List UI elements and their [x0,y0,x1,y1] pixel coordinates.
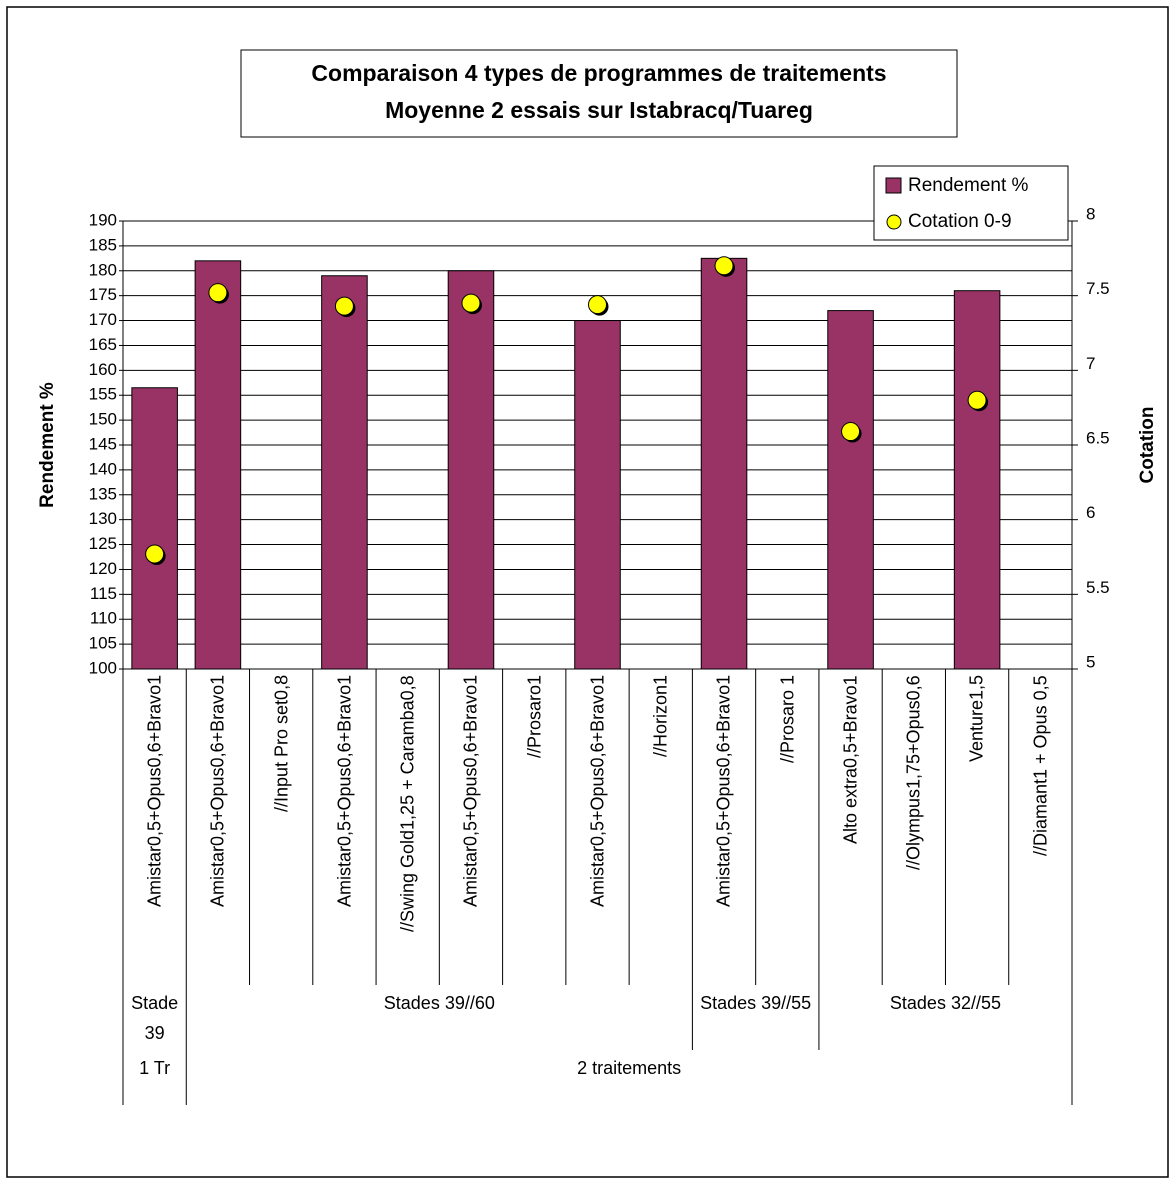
bar [574,320,621,670]
point [714,256,734,276]
y-tick-label: 130 [89,509,117,528]
bar [447,270,495,670]
y-tick-label: 180 [89,260,117,279]
x-tick-label: //Input Pro set0,8 [271,675,292,813]
point [461,293,481,313]
x-tick-label: //Prosaro 1 [777,675,798,764]
y-tick-label: 175 [89,285,117,304]
point [841,422,861,442]
legend-marker [885,177,902,194]
y-tick-label: 150 [89,410,117,429]
x-tick-label: //Olympus1,75+Opus0,6 [903,675,924,870]
point [145,544,165,564]
x-tick-label: //Horizon1 [650,675,671,758]
y2-tick-label: 6.5 [1086,428,1110,447]
x-tick-label: //Prosaro1 [524,675,545,759]
bar [827,310,874,670]
y-tick-label: 120 [89,559,117,578]
bar [953,290,1001,670]
chart-title: Comparaison 4 types de programmes de tra… [311,60,886,86]
x-tick-label: Amistar0,5+Opus0,6+Bravo1 [714,675,735,908]
group-label: Stades 39//55 [700,993,812,1013]
legend-box [873,165,1069,241]
legend-label: Rendement % [908,175,1029,196]
x-tick-label: Amistar0,5+Opus0,6+Bravo1 [460,675,481,908]
y2-tick-label: 7.5 [1086,279,1110,298]
bar [700,257,748,670]
y-axis-title: Rendement % [37,382,58,508]
y-tick-label: 160 [89,360,117,379]
y2-tick-label: 6 [1086,503,1095,522]
x-tick-label: Amistar0,5+Opus0,6+Bravo1 [587,675,608,908]
y-tick-label: 110 [90,609,117,628]
group-label: Stade 39 [131,993,179,1043]
y-tick-label: 100 [89,658,117,677]
y-tick-label: 145 [89,434,117,453]
y-tick-label: 125 [89,534,117,553]
bar [321,275,368,670]
x-tick-label: Amistar0,5+Opus0,6+Bravo1 [334,675,355,908]
point [334,296,354,316]
legend-label: Cotation 0-9 [908,211,1012,232]
y-tick-label: 165 [89,335,117,354]
y2-tick-label: 7 [1086,354,1095,373]
y-tick-label: 155 [89,385,117,404]
y2-axis-title: Cotation [1137,406,1158,483]
y2-tick-label: 8 [1086,204,1095,223]
y2-tick-label: 5 [1086,652,1095,671]
y-tick-label: 140 [89,459,117,478]
y-tick-label: 185 [89,235,117,254]
x-tick-label: //Diamant1 + Opus 0,5 [1030,675,1051,856]
point [588,295,607,315]
y2-tick-label: 5.5 [1086,578,1110,597]
bar [131,387,178,670]
y-tick-label: 190 [89,210,117,229]
group-label: 2 traitements [577,1058,682,1078]
x-tick-label: Amistar0,5+Opus0,6+Bravo1 [207,675,228,908]
y-tick-label: 105 [89,634,117,653]
title-box [240,49,958,138]
x-tick-label: Venture1,5 [967,675,988,763]
bar [194,260,242,670]
group-label: Stades 39//60 [383,993,495,1013]
y-tick-label: 115 [90,584,117,603]
group-label: Stades 32//55 [889,993,1001,1013]
point [208,283,228,303]
group-label: 1 Tr [139,1058,171,1078]
point [967,390,987,410]
y-tick-label: 170 [89,310,117,329]
x-tick-label: Alto extra0,5+Bravo1 [840,675,861,844]
x-tick-label: //Swing Gold1,25 + Caramba0,8 [397,675,418,932]
chart-subtitle: Moyenne 2 essais sur Istabracq/Tuareg [385,97,813,123]
legend-marker [886,214,902,230]
y-tick-label: 135 [89,484,117,503]
x-tick-label: Amistar0,5+Opus0,6+Bravo1 [144,675,165,908]
